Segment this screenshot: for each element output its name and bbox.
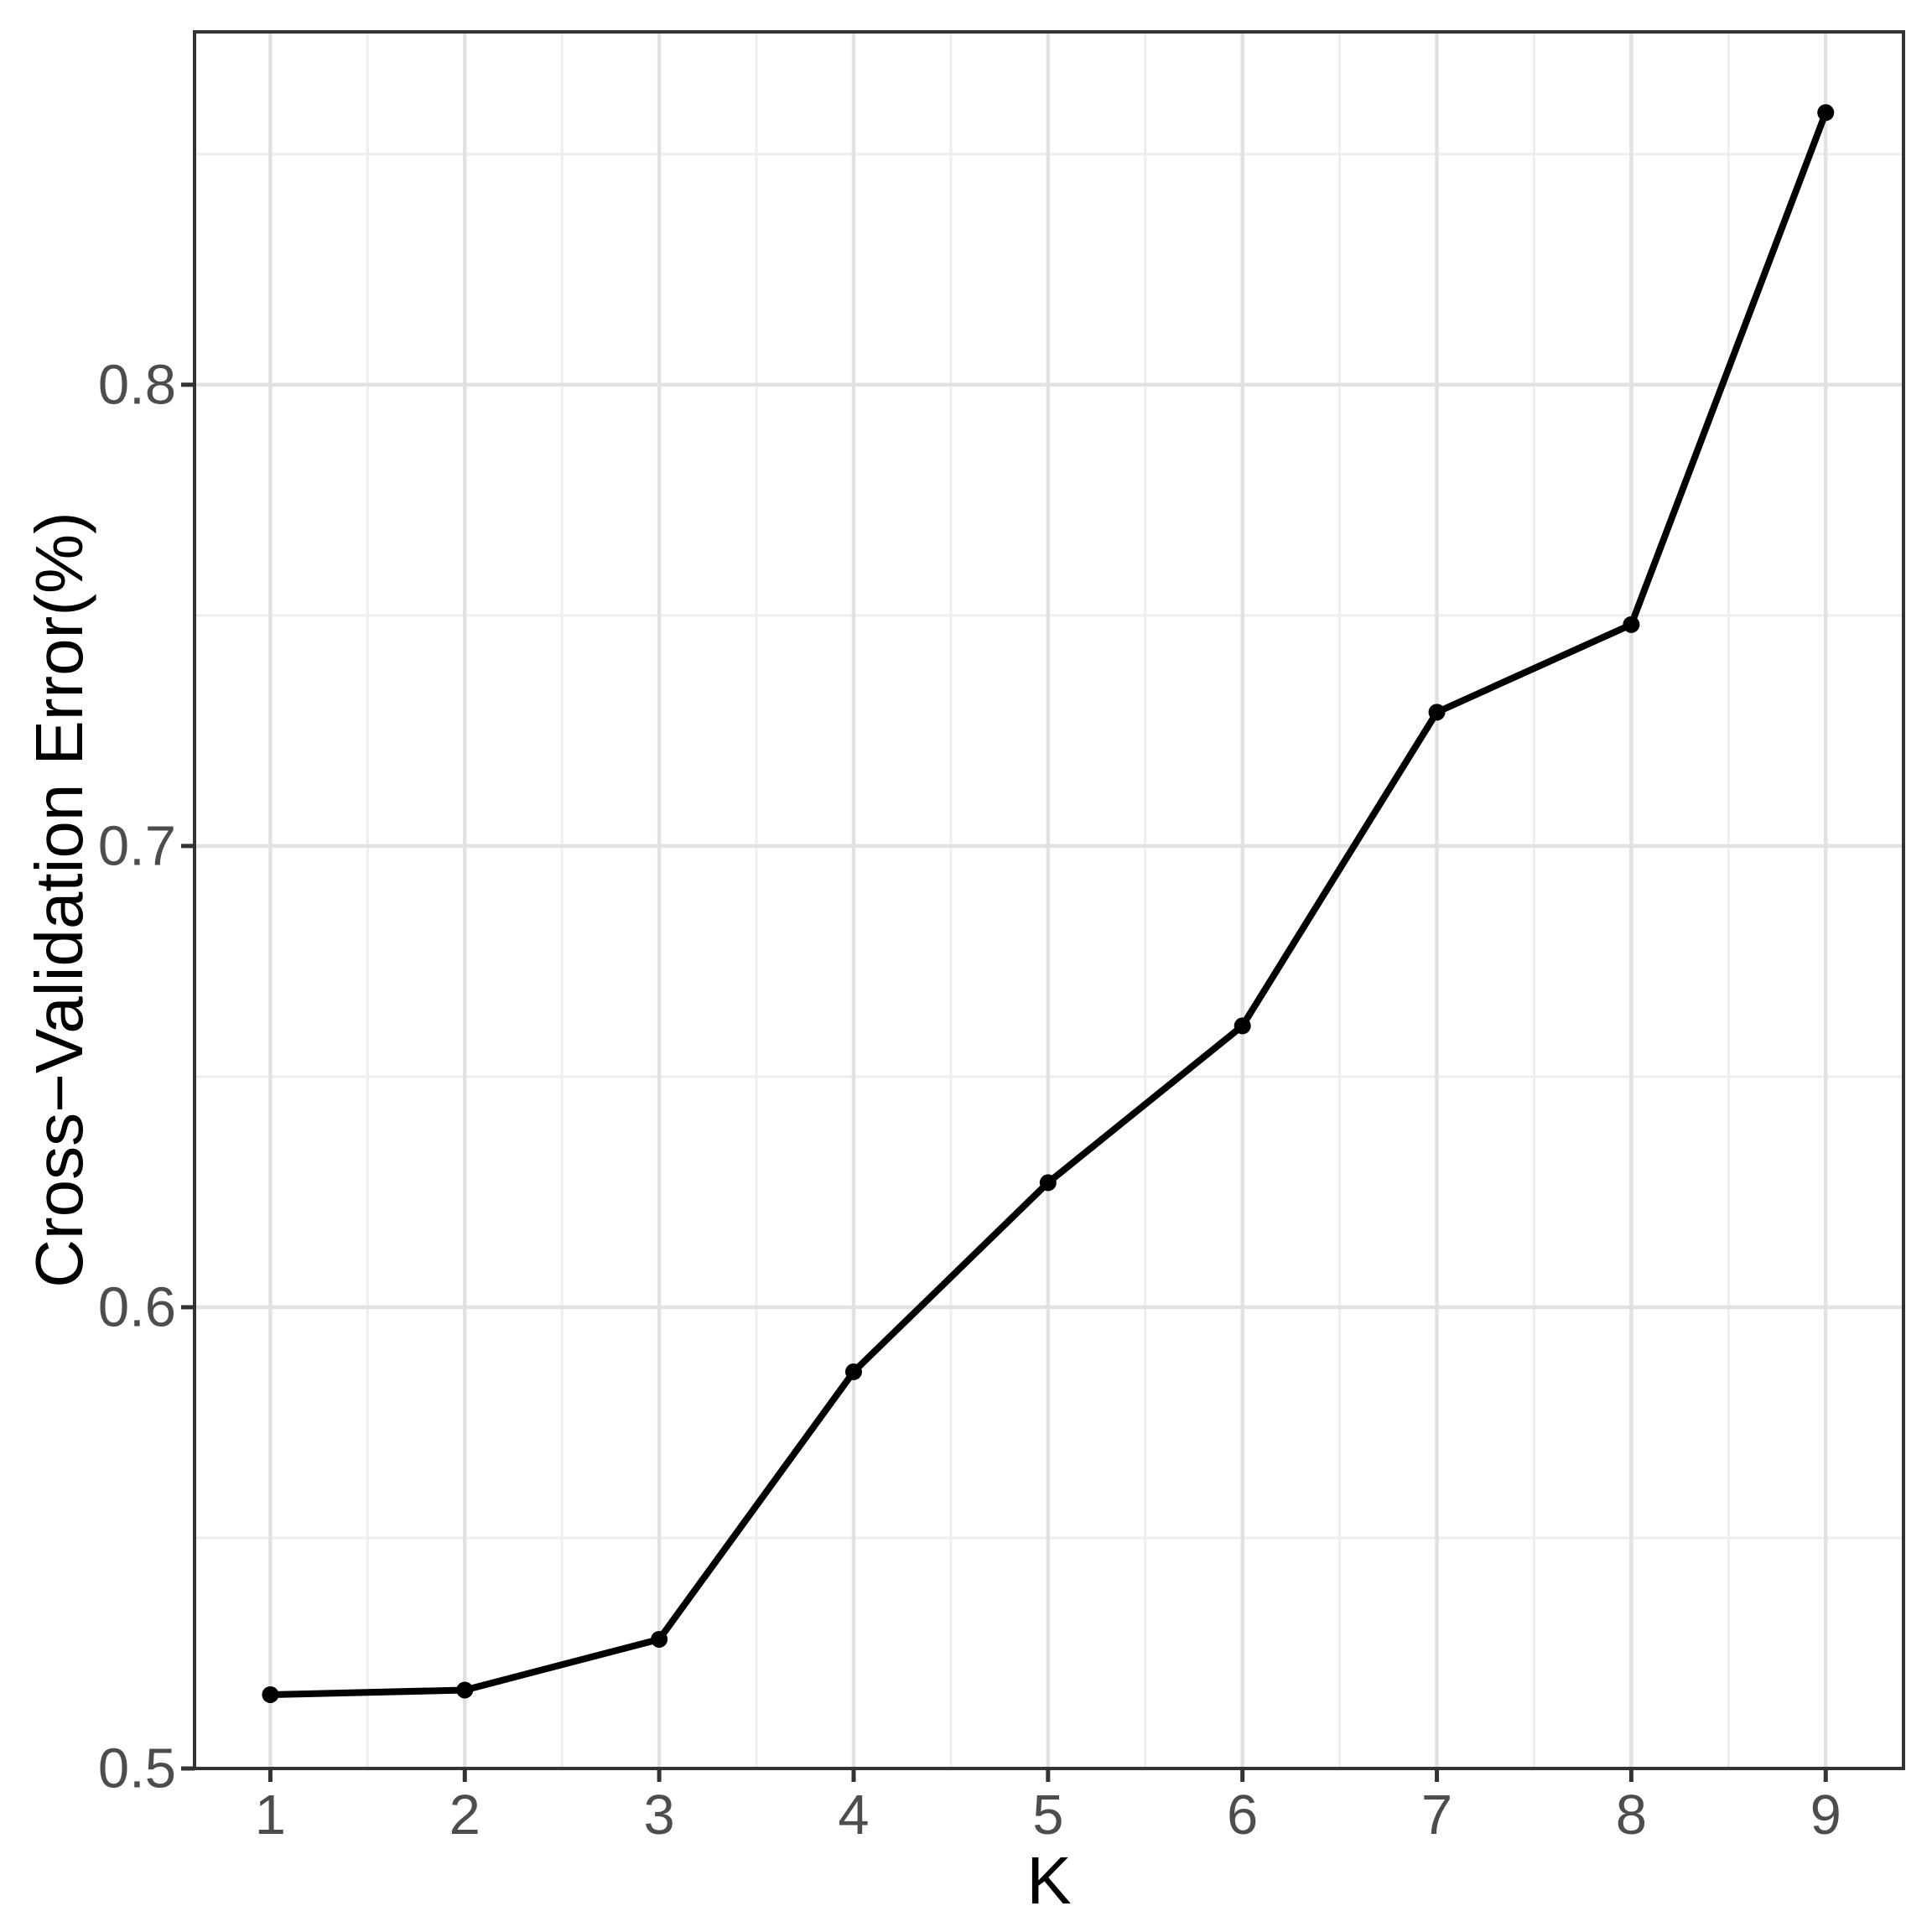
y-tick-labels: 0.5 0.6 0.7 0.8: [98, 353, 176, 1800]
y-tick-label: 0.7: [98, 814, 176, 877]
x-tick-label: 1: [255, 1784, 286, 1846]
data-point: [262, 1685, 279, 1703]
y-tick-label: 0.8: [98, 353, 176, 416]
x-axis-title: K: [1026, 1843, 1071, 1918]
data-point: [1039, 1174, 1057, 1192]
x-tick-labels: 1 2 3 4 5 6 7 8 9: [255, 1784, 1841, 1846]
x-tick-label: 2: [449, 1784, 480, 1846]
x-tick-label: 3: [643, 1784, 674, 1846]
grid-major-lines: [195, 32, 1903, 1771]
data-point: [1233, 1017, 1251, 1035]
x-tick-label: 8: [1616, 1784, 1647, 1846]
x-tick-label: 6: [1227, 1784, 1258, 1846]
x-tick-label: 9: [1810, 1784, 1841, 1846]
data-point: [1428, 704, 1446, 721]
series-layer: [262, 104, 1835, 1703]
y-tick-label: 0.5: [98, 1737, 176, 1800]
x-tick-label: 7: [1421, 1784, 1452, 1846]
data-point: [1623, 615, 1640, 633]
y-tick-label: 0.6: [98, 1275, 176, 1338]
axis-tick-marks: [181, 382, 1828, 1782]
data-point: [456, 1681, 474, 1699]
x-tick-label: 4: [838, 1784, 869, 1846]
data-point: [844, 1363, 862, 1380]
data-point: [651, 1630, 668, 1648]
y-axis-title: Cross−Validation Error(%): [22, 512, 96, 1287]
x-tick-label: 5: [1032, 1784, 1063, 1846]
data-point: [1817, 104, 1835, 122]
